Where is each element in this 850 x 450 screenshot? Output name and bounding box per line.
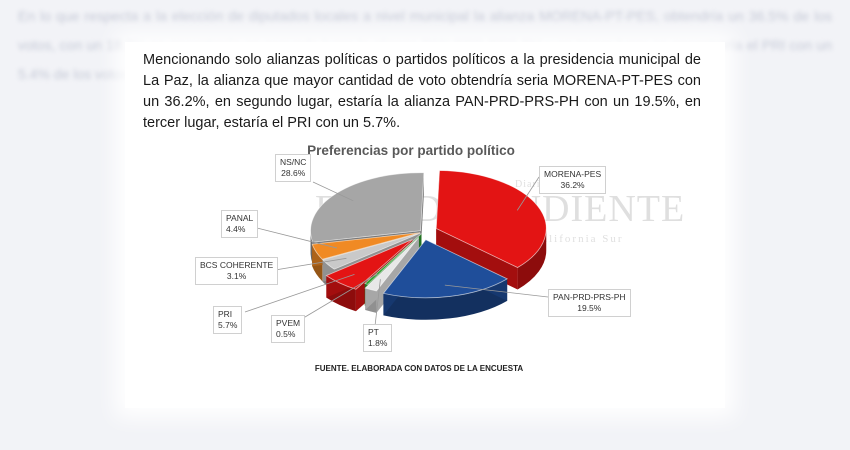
label-pt: PT 1.8% xyxy=(363,324,393,352)
label-pri-name: PRI xyxy=(218,309,233,319)
pie-slice-pan-prd-prs-ph xyxy=(382,239,508,299)
label-bcs-coherente-value: 3.1% xyxy=(226,271,247,281)
pie-slice-panal xyxy=(311,232,421,260)
pie-slice-pt xyxy=(364,237,420,292)
source-note: FUENTE. ELABORADA CON DATOS DE LA ENCUES… xyxy=(314,364,524,373)
pie-slice-morena-pes xyxy=(435,170,547,268)
label-pt-value: 1.8% xyxy=(368,338,388,348)
leader-pt xyxy=(374,279,381,327)
label-ns-nc-name: NS/NC xyxy=(280,157,307,167)
watermark-top: Diario xyxy=(515,179,547,190)
label-bcs-coherente-name: BCS COHERENTE xyxy=(200,260,274,270)
leader-ns-nc xyxy=(312,181,354,202)
label-pri: PRI 5.7% xyxy=(213,306,243,334)
label-pan-prd-prs-ph-value: 19.5% xyxy=(577,303,602,313)
leader-pvem xyxy=(299,273,378,321)
label-pt-name: PT xyxy=(368,327,379,337)
label-pvem-value: 0.5% xyxy=(276,329,296,339)
label-morena-pes: MORENA-PES 36.2% xyxy=(539,166,607,194)
pie-slice-bcs-coherente xyxy=(321,232,421,270)
article-image: Mencionando solo alianzas políticas o pa… xyxy=(125,42,725,408)
label-pan-prd-prs-ph-name: PAN-PRD-PRS-PH xyxy=(553,292,626,302)
label-pan-prd-prs-ph: PAN-PRD-PRS-PH 19.5% xyxy=(548,289,631,317)
pie-slice-pvem xyxy=(364,233,422,285)
pie-side-pan-prd-prs-ph xyxy=(383,278,508,320)
label-panal-value: 4.4% xyxy=(226,224,246,234)
leader-bcs-coherente xyxy=(274,257,347,271)
label-pri-value: 5.7% xyxy=(218,320,238,330)
pie-side-morena-pes xyxy=(517,228,547,290)
leader-pan-prd-prs-ph xyxy=(444,284,549,298)
label-pvem: PVEM 0.5% xyxy=(271,315,306,343)
label-morena-pes-name: MORENA-PES xyxy=(544,169,602,179)
leader-morena-pes xyxy=(516,176,540,211)
leader-pri xyxy=(244,274,355,313)
label-bcs-coherente: BCS COHERENTE 3.1% xyxy=(195,257,279,285)
chart-title: Preferencias por partido político xyxy=(307,143,515,158)
label-pvem-name: PVEM xyxy=(276,318,301,328)
label-morena-pes-value: 36.2% xyxy=(560,180,585,190)
label-panal-name: PANAL xyxy=(226,213,254,223)
pie-slice-ns-nc xyxy=(310,172,425,243)
pie-chart xyxy=(244,170,549,327)
label-panal: PANAL 4.4% xyxy=(221,210,259,238)
leader-panal xyxy=(256,227,338,249)
label-ns-nc: NS/NC 28.6% xyxy=(275,154,312,182)
label-ns-nc-value: 28.6% xyxy=(281,168,306,178)
intro-paragraph: Mencionando solo alianzas políticas o pa… xyxy=(143,52,701,131)
